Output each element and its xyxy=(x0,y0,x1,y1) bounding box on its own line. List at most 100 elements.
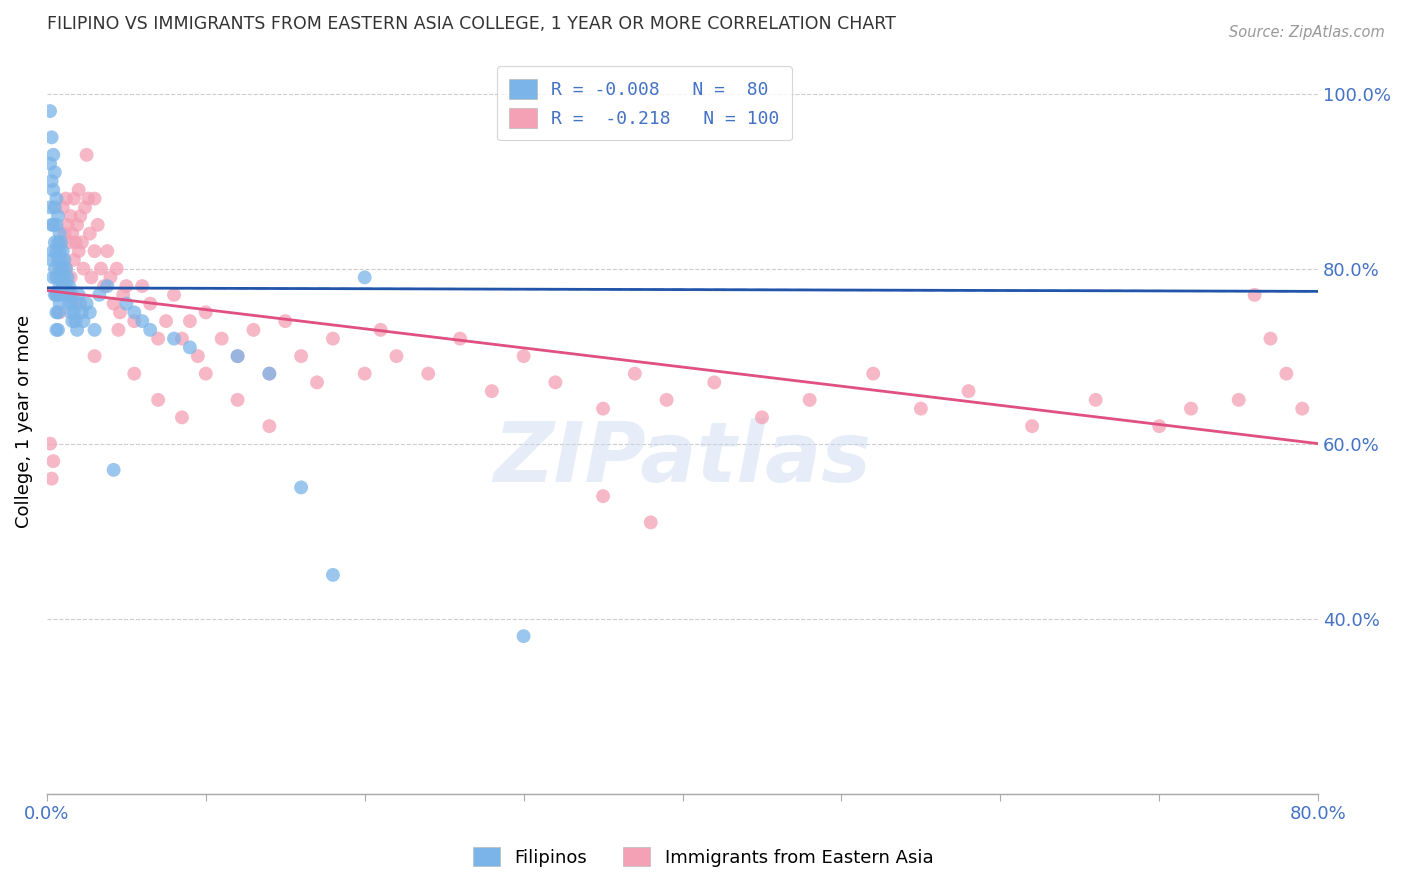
Point xyxy=(39,104,62,119)
Point xyxy=(58,279,80,293)
Point xyxy=(69,296,91,310)
Point xyxy=(79,227,101,241)
Point xyxy=(59,288,82,302)
Point xyxy=(51,261,73,276)
Point xyxy=(1084,392,1107,407)
Text: Source: ZipAtlas.com: Source: ZipAtlas.com xyxy=(1229,25,1385,40)
Point xyxy=(67,244,90,259)
Point xyxy=(194,367,217,381)
Point xyxy=(66,218,89,232)
Point xyxy=(1291,401,1313,416)
Point xyxy=(51,270,73,285)
Point xyxy=(259,419,281,434)
Point xyxy=(83,192,105,206)
Point xyxy=(65,235,87,250)
Point xyxy=(44,261,66,276)
Point xyxy=(39,200,62,214)
Point xyxy=(90,261,112,276)
Point xyxy=(60,296,83,310)
Point xyxy=(131,314,153,328)
Point xyxy=(46,270,69,285)
Point xyxy=(910,401,932,416)
Point xyxy=(418,367,440,381)
Point xyxy=(63,252,86,267)
Point xyxy=(146,332,169,346)
Point xyxy=(139,296,162,310)
Point xyxy=(48,261,70,276)
Point xyxy=(55,279,77,293)
Point xyxy=(187,349,209,363)
Point xyxy=(46,252,69,267)
Point xyxy=(96,279,118,293)
Point xyxy=(146,392,169,407)
Point xyxy=(46,323,69,337)
Point xyxy=(72,314,94,328)
Point xyxy=(139,323,162,337)
Point xyxy=(59,209,82,223)
Point xyxy=(53,227,76,241)
Point xyxy=(1260,332,1282,346)
Point xyxy=(124,367,146,381)
Point xyxy=(56,218,79,232)
Point xyxy=(48,296,70,310)
Point xyxy=(170,332,193,346)
Point xyxy=(259,367,281,381)
Point xyxy=(226,392,249,407)
Point xyxy=(703,376,725,390)
Point xyxy=(41,174,63,188)
Point xyxy=(77,192,100,206)
Point xyxy=(45,323,67,337)
Point xyxy=(65,314,87,328)
Point xyxy=(385,349,408,363)
Point xyxy=(73,200,96,214)
Point xyxy=(48,227,70,241)
Point xyxy=(124,314,146,328)
Point xyxy=(79,305,101,319)
Point xyxy=(76,148,98,162)
Point xyxy=(44,200,66,214)
Point xyxy=(170,410,193,425)
Point xyxy=(1243,288,1265,302)
Point xyxy=(103,463,125,477)
Point xyxy=(179,340,201,354)
Point xyxy=(76,296,98,310)
Point xyxy=(52,261,75,276)
Legend: R = -0.008   N =  80, R =  -0.218   N = 100: R = -0.008 N = 80, R = -0.218 N = 100 xyxy=(496,66,792,140)
Point xyxy=(353,367,375,381)
Point xyxy=(640,516,662,530)
Point xyxy=(45,288,67,302)
Point xyxy=(80,270,103,285)
Text: ZIPatlas: ZIPatlas xyxy=(494,418,872,500)
Point xyxy=(55,261,77,276)
Point xyxy=(60,314,83,328)
Point xyxy=(124,305,146,319)
Point xyxy=(42,244,65,259)
Point xyxy=(55,261,77,276)
Point xyxy=(44,288,66,302)
Point xyxy=(112,288,135,302)
Point xyxy=(48,279,70,293)
Point xyxy=(42,218,65,232)
Point xyxy=(42,148,65,162)
Point xyxy=(51,252,73,267)
Point xyxy=(226,349,249,363)
Point xyxy=(63,192,86,206)
Point xyxy=(179,314,201,328)
Point xyxy=(194,305,217,319)
Point xyxy=(370,323,392,337)
Point xyxy=(655,392,678,407)
Point xyxy=(56,288,79,302)
Point xyxy=(59,305,82,319)
Point xyxy=(305,376,328,390)
Point xyxy=(131,279,153,293)
Point xyxy=(957,384,980,398)
Point xyxy=(353,270,375,285)
Point xyxy=(41,130,63,145)
Point xyxy=(89,288,111,302)
Point xyxy=(42,183,65,197)
Point xyxy=(107,323,129,337)
Point xyxy=(512,349,534,363)
Point xyxy=(48,305,70,319)
Point xyxy=(41,472,63,486)
Point xyxy=(108,305,131,319)
